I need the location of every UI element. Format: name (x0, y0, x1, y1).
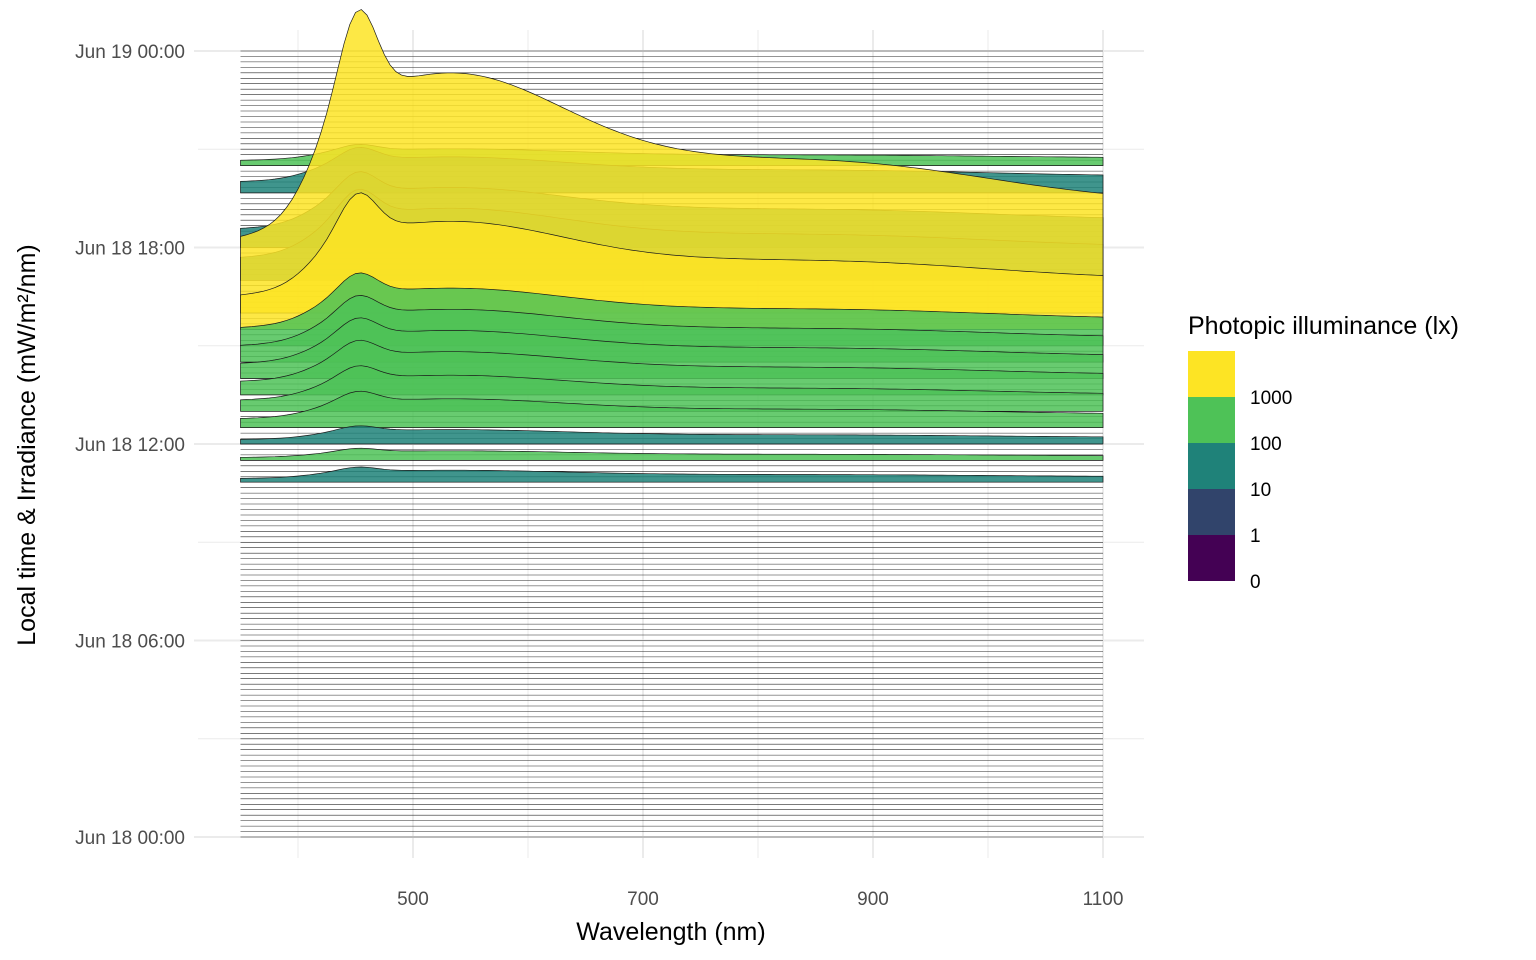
legend-title: Photopic illuminance (lx) (1188, 312, 1459, 340)
ridge-series (240, 466, 1104, 483)
y-tick-label: Jun 18 12:00 (75, 435, 185, 456)
x-tick-label: 900 (857, 889, 889, 910)
ridge-series (240, 390, 1104, 428)
x-tick-label: 1100 (1083, 889, 1124, 910)
ridgeline-series (240, 9, 1104, 483)
legend-key (1188, 397, 1235, 443)
legend-label: 10 (1250, 480, 1271, 501)
legend-label: 0 (1250, 572, 1261, 593)
y-tick-label: Jun 18 18:00 (75, 239, 185, 260)
legend-key (1188, 535, 1235, 581)
ridge-series (240, 425, 1104, 445)
legend-label: 100 (1250, 434, 1282, 455)
legend-label: 1 (1250, 526, 1261, 547)
ridge-series (240, 447, 1104, 461)
legend-key (1188, 443, 1235, 489)
y-tick-label: Jun 19 00:00 (75, 42, 185, 63)
legend: Photopic illuminance (lx) 0 1 10 100 1000 (1188, 312, 1459, 593)
y-axis-ticks: Jun 18 00:00 Jun 18 06:00 Jun 18 12:00 Jun … (75, 42, 198, 849)
x-axis-ticks: 500 700 900 1100 (397, 889, 1123, 910)
y-tick-label: Jun 18 00:00 (75, 828, 185, 849)
legend-label: 1000 (1250, 388, 1292, 409)
y-axis-title: Local time & Irradiance (mW/m²/nm) (13, 244, 41, 645)
legend-key (1188, 351, 1235, 397)
legend-key (1188, 489, 1235, 535)
x-tick-label: 700 (627, 889, 659, 910)
y-tick-label: Jun 18 06:00 (75, 632, 185, 653)
x-axis-title: Wavelength (nm) (576, 918, 765, 946)
x-tick-label: 500 (397, 889, 429, 910)
